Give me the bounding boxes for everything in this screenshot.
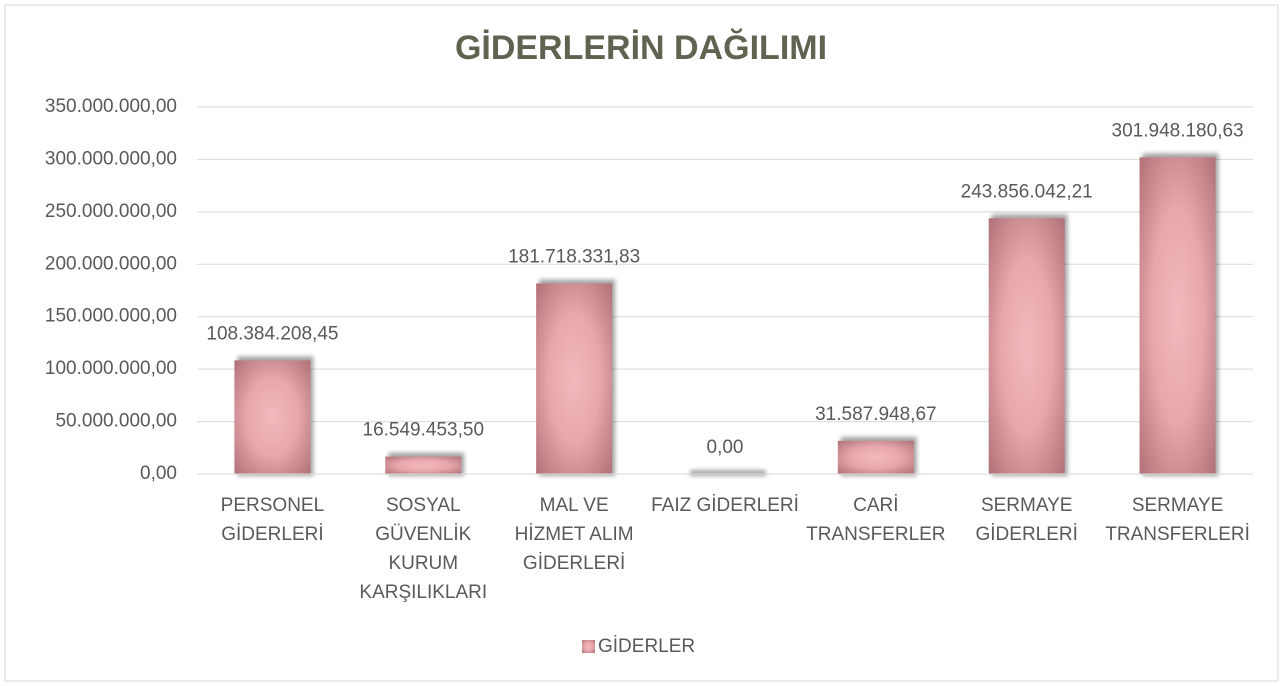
x-tick-label: SERMAYE	[981, 495, 1073, 516]
bar	[385, 456, 462, 474]
x-tick-label: SERMAYE	[1132, 495, 1224, 516]
y-tick-label: 200.000.000,00	[45, 253, 177, 274]
bar	[234, 360, 311, 474]
x-tick-label: HİZMET ALIM	[515, 524, 634, 545]
x-tick-label: FAIZ GİDERLERİ	[651, 495, 799, 516]
legend-label: GİDERLER	[598, 636, 695, 657]
data-label: 16.549.453,50	[363, 420, 485, 441]
x-tick-label: TRANSFERLER	[806, 524, 945, 545]
bar	[536, 283, 613, 474]
data-label: 0,00	[707, 437, 744, 458]
bar	[988, 218, 1065, 474]
y-tick-label: 0,00	[140, 463, 177, 484]
x-tick-label: CARİ	[853, 495, 898, 516]
bar	[837, 440, 914, 474]
x-tick-label: MAL VE	[540, 495, 609, 516]
x-tick-label: GİDERLERİ	[221, 524, 323, 545]
data-label: 181.718.331,83	[508, 246, 640, 267]
bar	[1139, 157, 1216, 475]
y-tick-label: 100.000.000,00	[45, 358, 177, 379]
x-tick-label: GİDERLERİ	[976, 524, 1078, 545]
x-tick-label: KARŞILIKLARI	[359, 582, 487, 603]
data-label: 108.384.208,45	[206, 323, 338, 344]
y-tick-label: 350.000.000,00	[45, 96, 177, 117]
x-tick-label: TRANSFERLERİ	[1105, 524, 1250, 545]
x-tick-label: PERSONEL	[221, 495, 324, 516]
data-label: 301.948.180,63	[1112, 120, 1244, 141]
y-tick-label: 300.000.000,00	[45, 148, 177, 169]
data-label: 243.856.042,21	[961, 181, 1093, 202]
y-tick-label: 250.000.000,00	[45, 201, 177, 222]
chart-border	[4, 4, 1279, 682]
y-tick-label: 50.000.000,00	[55, 411, 177, 432]
data-label: 31.587.948,67	[815, 404, 937, 425]
x-tick-label: GÜVENLİK	[375, 524, 471, 545]
x-tick-label: GİDERLERİ	[523, 553, 625, 574]
bar-shadow	[690, 470, 766, 476]
x-tick-label: KURUM	[388, 553, 458, 574]
legend-swatch	[582, 640, 595, 653]
x-tick-label: SOSYAL	[386, 495, 461, 516]
chart-title: GİDERLERİN DAĞILIMI	[455, 29, 827, 67]
y-tick-label: 150.000.000,00	[45, 306, 177, 327]
